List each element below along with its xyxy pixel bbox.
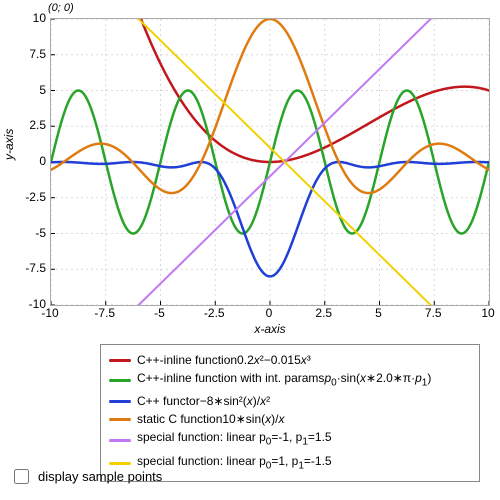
legend-swatch	[109, 379, 131, 382]
x-tick: -2.5	[204, 306, 225, 320]
x-tick: 10	[481, 306, 494, 320]
legend-swatch	[109, 462, 131, 465]
x-axis-label: x-axis	[50, 322, 490, 336]
legend-label: C++ functor−8∗sin²(x)/x²	[137, 392, 270, 410]
y-tick: 2.5	[0, 118, 46, 132]
legend-swatch	[109, 400, 131, 403]
x-tick: 0	[266, 306, 273, 320]
y-tick-labels: -10-7.5-5-2.502.557.510	[0, 18, 46, 306]
checkbox-input[interactable]	[14, 469, 29, 484]
origin-label: (0; 0)	[48, 2, 74, 14]
x-tick: 2.5	[315, 306, 332, 320]
legend-item: special function: linear p0=-1, p1=1.5	[109, 428, 471, 451]
legend-label: special function: linear p0=-1, p1=1.5	[137, 428, 332, 451]
display-sample-points-checkbox[interactable]: display sample points	[10, 466, 162, 487]
x-tick: -10	[41, 306, 58, 320]
legend-swatch	[109, 418, 131, 421]
x-tick: 5	[375, 306, 382, 320]
x-tick: -5	[154, 306, 165, 320]
legend-item: static C function10∗sin(x)/x	[109, 410, 471, 428]
legend-label: static C function10∗sin(x)/x	[137, 410, 284, 428]
x-tick: 7.5	[425, 306, 442, 320]
checkbox-label: display sample points	[38, 469, 162, 484]
y-tick: -5	[0, 226, 46, 240]
chart-canvas	[50, 18, 490, 306]
y-tick: 10	[0, 11, 46, 25]
y-tick: 7.5	[0, 47, 46, 61]
y-tick: 0	[0, 154, 46, 168]
legend-swatch	[109, 359, 131, 362]
legend-item: C++-inline function with int. paramsp0·s…	[109, 369, 471, 392]
legend-swatch	[109, 439, 131, 442]
y-tick: -7.5	[0, 261, 46, 275]
legend-item: special function: linear p0=1, p1=-1.5	[109, 452, 471, 475]
legend-item: C++ functor−8∗sin²(x)/x²	[109, 392, 471, 410]
x-tick: -7.5	[94, 306, 115, 320]
y-tick: -2.5	[0, 190, 46, 204]
legend-item: C++-inline function0.2x²−0.015x³	[109, 351, 471, 369]
legend-label: C++-inline function with int. paramsp0·s…	[137, 369, 431, 392]
legend: C++-inline function0.2x²−0.015x³C++-inli…	[100, 344, 480, 482]
legend-label: special function: linear p0=1, p1=-1.5	[137, 452, 332, 475]
y-tick: 5	[0, 83, 46, 97]
y-tick: -10	[0, 297, 46, 311]
legend-label: C++-inline function0.2x²−0.015x³	[137, 351, 311, 369]
x-tick-labels: -10-7.5-5-2.502.557.510	[50, 306, 490, 322]
